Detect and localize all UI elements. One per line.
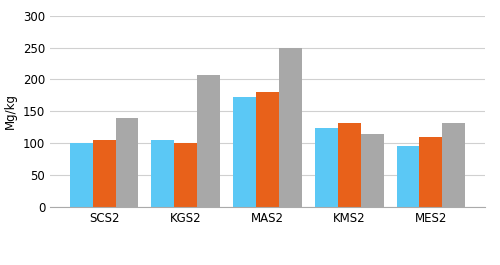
Bar [233,97,256,207]
Bar [360,134,384,207]
Bar [396,146,419,207]
Bar [442,123,465,207]
Bar [420,137,442,207]
Bar [152,140,174,207]
Bar [256,92,279,207]
Bar [197,75,220,207]
Bar [116,118,138,207]
Y-axis label: Mg/kg: Mg/kg [4,93,18,129]
Bar [279,48,302,207]
Bar [174,143,197,207]
Bar [70,143,92,207]
Bar [315,129,338,207]
Bar [338,123,360,207]
Bar [92,140,116,207]
